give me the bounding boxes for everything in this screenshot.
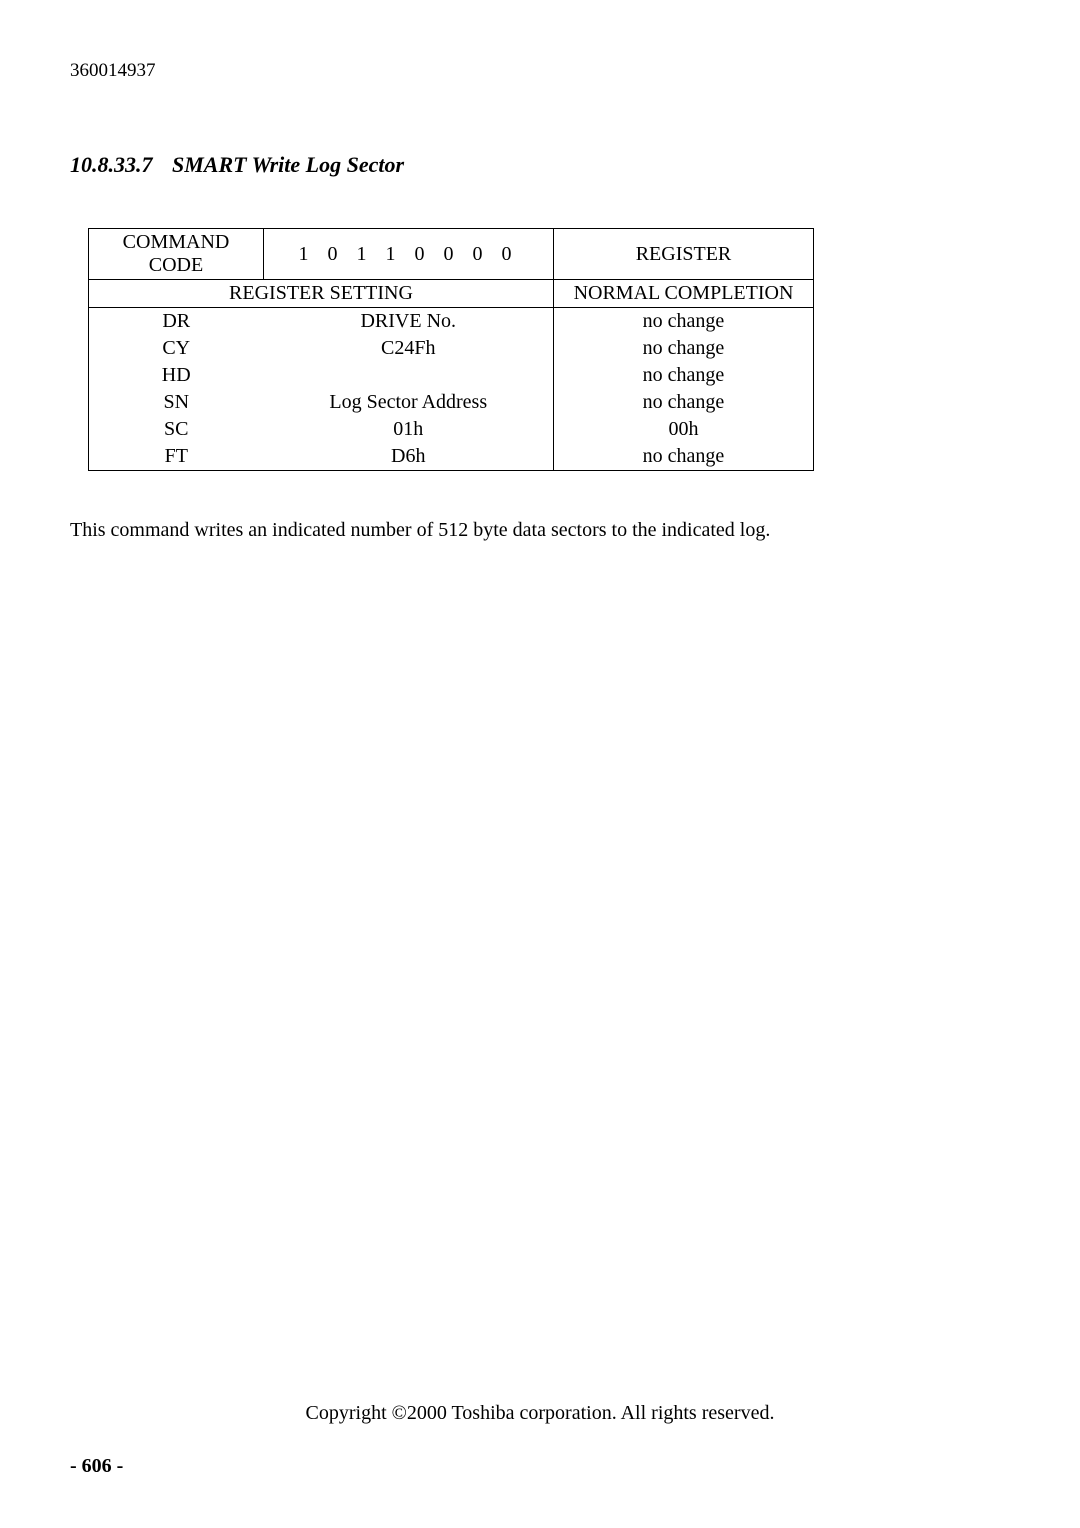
document-number: 360014937 <box>70 60 1010 82</box>
page-number: - 606 - <box>70 1455 1010 1478</box>
register-setting-label: REGISTER SETTING <box>89 280 554 308</box>
table-row: DR DRIVE No. no change <box>89 308 814 336</box>
completion-value: no change <box>554 335 814 362</box>
register-setting-value: 01h <box>264 416 554 443</box>
register-setting-value <box>264 362 554 389</box>
completion-value: no change <box>554 308 814 336</box>
copyright-text: Copyright ©2000 Toshiba corporation. All… <box>70 1402 1010 1425</box>
table-row: SN Log Sector Address no change <box>89 389 814 416</box>
table-row: HD no change <box>89 362 814 389</box>
register-name: HD <box>89 362 264 389</box>
register-setting-value: C24Fh <box>264 335 554 362</box>
page-footer: Copyright ©2000 Toshiba corporation. All… <box>70 1402 1010 1478</box>
table-row: SC 01h 00h <box>89 416 814 443</box>
table-header-row-1: COMMAND CODE 1 0 1 1 0 0 0 0 REGISTER <box>89 229 814 280</box>
binary-value: 1 0 1 1 0 0 0 0 <box>264 229 554 280</box>
description-text: This command writes an indicated number … <box>70 519 1010 542</box>
register-name: FT <box>89 443 264 471</box>
completion-value: 00h <box>554 416 814 443</box>
table-row: FT D6h no change <box>89 443 814 471</box>
register-setting-value: Log Sector Address <box>264 389 554 416</box>
register-setting-value: DRIVE No. <box>264 308 554 336</box>
command-code-label: COMMAND CODE <box>89 229 264 280</box>
normal-completion-label: NORMAL COMPLETION <box>554 280 814 308</box>
register-name: SN <box>89 389 264 416</box>
section-heading: 10.8.33.7 SMART Write Log Sector <box>70 152 1010 178</box>
section-number: 10.8.33.7 <box>70 152 153 177</box>
table-row: CY C24Fh no change <box>89 335 814 362</box>
completion-value: no change <box>554 443 814 471</box>
section-title: SMART Write Log Sector <box>172 152 404 177</box>
completion-value: no change <box>554 362 814 389</box>
register-setting-value: D6h <box>264 443 554 471</box>
register-name: SC <box>89 416 264 443</box>
table-header-row-2: REGISTER SETTING NORMAL COMPLETION <box>89 280 814 308</box>
register-table: COMMAND CODE 1 0 1 1 0 0 0 0 REGISTER RE… <box>88 228 814 471</box>
register-label: REGISTER <box>554 229 814 280</box>
register-name: DR <box>89 308 264 336</box>
completion-value: no change <box>554 389 814 416</box>
register-name: CY <box>89 335 264 362</box>
